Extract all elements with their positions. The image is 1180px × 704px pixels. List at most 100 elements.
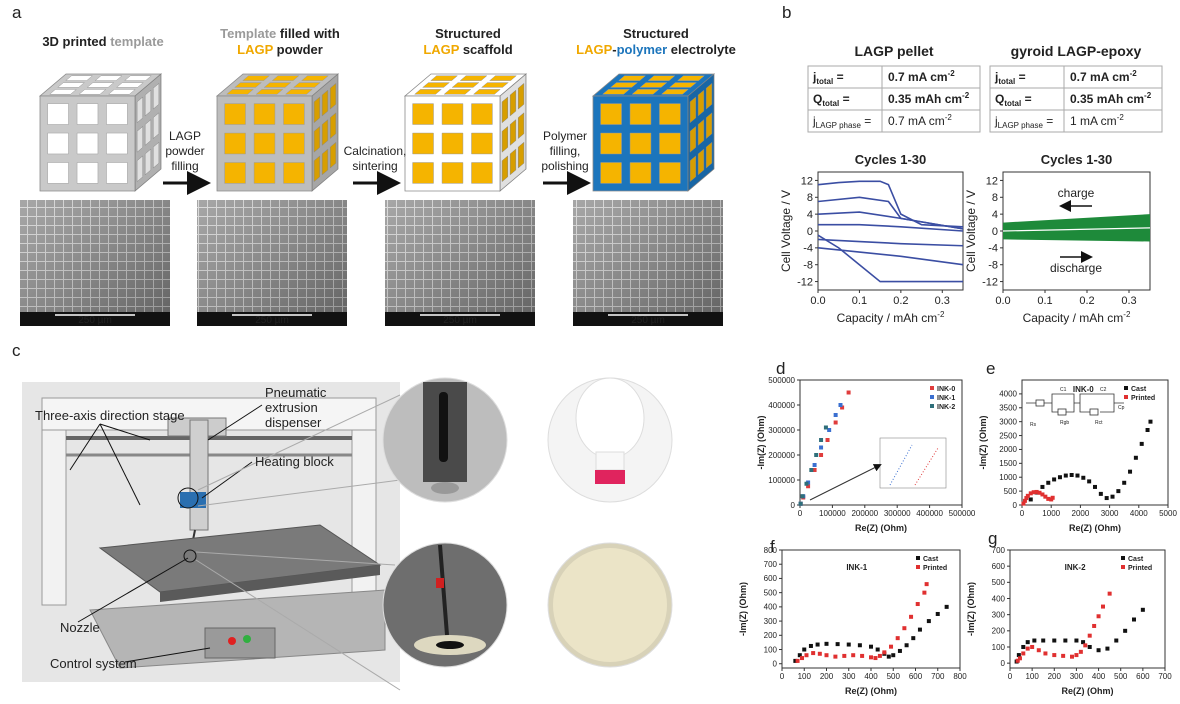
legend-swatch xyxy=(930,395,934,399)
x-tick-label: 700 xyxy=(931,672,945,681)
data-point xyxy=(878,654,882,658)
data-point xyxy=(1081,476,1085,480)
value-sup: -2 xyxy=(1117,113,1125,122)
resistor xyxy=(1090,409,1098,415)
cube-cell xyxy=(254,133,275,154)
y-tick-label: 500 xyxy=(1004,487,1018,496)
y-tick-label: 100 xyxy=(764,645,778,654)
data-point xyxy=(1123,629,1127,633)
annotation: charge xyxy=(1058,186,1095,200)
label-sub: total xyxy=(822,99,839,108)
arrow-label: Calcination, xyxy=(344,144,407,158)
table-value: 0.35 mAh cm-2 xyxy=(888,91,970,106)
table-title: gyroid LAGP-epoxy xyxy=(1011,43,1142,59)
panel-label: e xyxy=(986,359,995,378)
arrow-label: powder xyxy=(165,144,204,158)
cube-cell xyxy=(601,133,622,154)
y-axis-label: Cell Voltage / V xyxy=(779,190,793,272)
title-run: LAGP xyxy=(423,42,463,57)
title-run: 3D printed xyxy=(42,34,110,49)
callout-label: Heating block xyxy=(255,454,334,469)
x-axis-label: Capacity / mAh cm-2 xyxy=(837,310,945,325)
data-point xyxy=(1041,639,1045,643)
arrow-label: sintering xyxy=(352,159,397,173)
x-tick-label: 5000 xyxy=(1159,509,1177,518)
cube-cell xyxy=(413,104,434,125)
circuit-label: C1 xyxy=(1060,387,1067,393)
data-point xyxy=(876,648,880,652)
cube-cell xyxy=(660,133,681,154)
vial-cap xyxy=(595,470,625,484)
y-tick-label: 4 xyxy=(807,209,813,221)
value-sup: -2 xyxy=(945,113,953,122)
data-point xyxy=(1097,648,1101,652)
data-point xyxy=(825,642,829,646)
data-point xyxy=(1083,643,1087,647)
callout-label: Three-axis direction stage xyxy=(35,408,185,423)
cube-cell xyxy=(225,104,246,125)
control-box xyxy=(205,628,275,658)
data-point xyxy=(1122,481,1126,485)
label-main: Q xyxy=(995,92,1004,106)
y-tick-label: 0 xyxy=(1001,659,1006,668)
x-tick-label: 600 xyxy=(1136,672,1150,681)
sem-shade xyxy=(573,200,723,325)
cube-cell xyxy=(413,133,434,154)
nozzle-slot xyxy=(439,392,448,462)
y-axis-label: -Im(Z) (Ohm) xyxy=(978,416,988,470)
scale-bar-label: 250 µm xyxy=(631,315,665,326)
x-tick-label: 3000 xyxy=(1101,509,1119,518)
sem-shade xyxy=(20,200,170,325)
y-tick-label: -4 xyxy=(988,243,998,255)
nozzle-tip xyxy=(431,482,459,494)
legend-swatch xyxy=(916,556,920,560)
cube-cell xyxy=(48,163,69,184)
data-point xyxy=(809,468,813,472)
y-tick-label: 800 xyxy=(764,546,778,555)
legend-label: Cast xyxy=(1131,386,1147,393)
data-point xyxy=(802,648,806,652)
panel-label: b xyxy=(782,3,791,22)
y-tick-label: 4 xyxy=(992,209,998,221)
legend-label: INK-0 xyxy=(937,386,955,393)
title-run: LAGP xyxy=(576,42,612,57)
x-tick-label: 100000 xyxy=(819,509,846,518)
data-point xyxy=(860,654,864,658)
y-tick-label: 400000 xyxy=(768,401,795,410)
data-point xyxy=(1063,639,1067,643)
data-point xyxy=(1046,481,1050,485)
data-point xyxy=(816,643,820,647)
annotation: discharge xyxy=(1050,261,1102,275)
callout-label: Nozzle xyxy=(60,620,100,635)
x-tick-label: 0 xyxy=(1020,509,1025,518)
data-point xyxy=(818,652,822,656)
title-run: Structured xyxy=(435,26,501,41)
figure: abcdefg3D printed template250 µmTemplate… xyxy=(0,0,1180,704)
data-point xyxy=(839,403,843,407)
column-title: LAGP-polymer electrolyte xyxy=(576,42,736,57)
cube-cell xyxy=(77,133,98,154)
y-tick-label: -8 xyxy=(803,260,813,272)
arrow-label: polishing xyxy=(541,159,588,173)
dispenser xyxy=(190,420,208,530)
data-point xyxy=(1140,442,1144,446)
cube-cell xyxy=(77,104,98,125)
y-tick-label: 500000 xyxy=(768,376,795,385)
legend-swatch xyxy=(1121,565,1125,569)
resistor xyxy=(1058,409,1066,415)
x-tick-label: 200 xyxy=(1048,672,1062,681)
data-point xyxy=(1146,428,1150,432)
y-axis-label: -Im(Z) (Ohm) xyxy=(756,416,766,470)
disc-hole xyxy=(436,641,464,649)
data-point xyxy=(887,655,891,659)
data-point xyxy=(1116,489,1120,493)
data-point xyxy=(925,582,929,586)
data-point xyxy=(1018,656,1022,660)
column-title: Structured xyxy=(435,26,501,41)
x-tick-label: 300 xyxy=(1070,672,1084,681)
y-tick-label: 8 xyxy=(992,192,998,204)
cube-cell xyxy=(284,104,305,125)
button xyxy=(243,635,251,643)
data-point xyxy=(1075,474,1079,478)
data-point xyxy=(1021,651,1025,655)
